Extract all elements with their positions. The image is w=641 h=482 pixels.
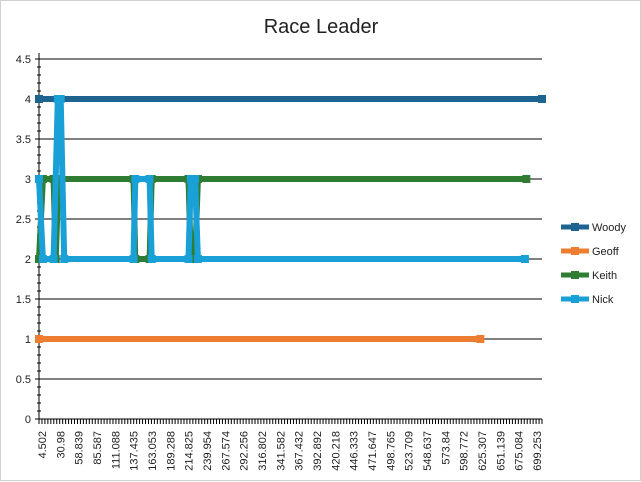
series-point-keith <box>522 175 531 183</box>
x-tick-label: 137.435 <box>129 431 141 471</box>
legend-label-geoff: Geoff <box>592 246 620 258</box>
chart-title: Race Leader <box>264 16 379 38</box>
legend-label-nick: Nick <box>592 294 614 306</box>
series-point-nick <box>191 175 200 183</box>
series-point-geoff <box>35 335 43 343</box>
x-tick-label: 471.647 <box>367 431 379 471</box>
x-tick-label: 163.053 <box>147 431 159 471</box>
series-point-nick <box>131 175 140 183</box>
x-tick-label: 573.84 <box>440 431 452 465</box>
x-tick-label: 4.502 <box>37 431 49 459</box>
x-tick-label: 420.218 <box>330 431 342 471</box>
series-point-nick <box>38 255 47 263</box>
series-point-nick <box>49 255 58 263</box>
series-lines <box>35 95 546 343</box>
y-tick-label: 2 <box>25 254 31 266</box>
y-tick-label: 1 <box>25 334 31 346</box>
series-point-nick <box>35 175 43 183</box>
x-tick-label: 392.892 <box>312 431 324 471</box>
x-tick-label: 598.772 <box>459 431 471 471</box>
legend: Woody Geoff Keith Nick <box>561 222 627 306</box>
x-tick-label: 189.288 <box>165 431 177 471</box>
x-tick-label: 699.253 <box>532 431 544 471</box>
x-tick-label: 367.432 <box>294 431 306 471</box>
y-tick-label: 4.5 <box>16 54 31 66</box>
series-point-nick <box>193 255 202 263</box>
x-tick-label: 85.587 <box>92 431 104 465</box>
x-tick-label: 214.825 <box>184 431 196 471</box>
series-point-nick <box>184 255 193 263</box>
x-tick-label: 446.333 <box>349 431 361 471</box>
series-point-nick <box>145 175 154 183</box>
legend-marker-woody <box>571 223 579 231</box>
series-point-nick <box>186 175 195 183</box>
x-tick-label: 111.088 <box>110 431 122 469</box>
gridlines <box>39 58 542 420</box>
series-point-geoff <box>476 335 485 343</box>
x-tick-label: 651.139 <box>495 431 507 471</box>
x-tick-label: 239.954 <box>202 431 214 471</box>
series-point-woody <box>538 95 546 103</box>
y-tick-label: 4 <box>25 94 31 106</box>
y-tick-label: 1.5 <box>16 294 31 306</box>
y-tick-label: 3 <box>25 174 31 186</box>
y-tick-label: 0.5 <box>16 374 31 386</box>
x-tick-label: 675.084 <box>514 431 526 471</box>
x-tick-label: 523.709 <box>404 431 416 471</box>
y-tick-label: 3.5 <box>16 134 31 146</box>
legend-marker-nick <box>571 295 579 303</box>
series-point-nick <box>520 255 529 263</box>
x-tick-label: 316.802 <box>257 431 269 471</box>
x-tick-label: 292.256 <box>239 431 251 471</box>
series-point-nick <box>147 255 156 263</box>
legend-marker-geoff <box>571 247 579 255</box>
x-tick-label: 498.765 <box>385 431 397 471</box>
y-tick-label: 2.5 <box>16 214 31 226</box>
x-tick-label: 341.582 <box>275 431 287 471</box>
legend-marker-keith <box>571 271 579 279</box>
series-point-nick <box>56 95 65 103</box>
x-tick-label: 267.574 <box>220 431 232 471</box>
legend-label-keith: Keith <box>592 270 617 282</box>
series-point-nick <box>129 255 138 263</box>
x-tick-label: 58.839 <box>74 431 86 465</box>
legend-label-woody: Woody <box>592 222 627 234</box>
series-point-nick <box>60 255 69 263</box>
series-point-woody <box>35 95 43 103</box>
axes: 0 0.5 1 1.5 2 2.5 3 3.5 4 4.5 4.502 30.98 58.839 85.5… <box>16 53 544 471</box>
x-tick-label: 625.307 <box>477 431 489 471</box>
x-tick-label: 30.98 <box>55 431 67 459</box>
x-tick-label: 548.637 <box>422 431 434 471</box>
y-tick-label: 0 <box>25 414 31 426</box>
